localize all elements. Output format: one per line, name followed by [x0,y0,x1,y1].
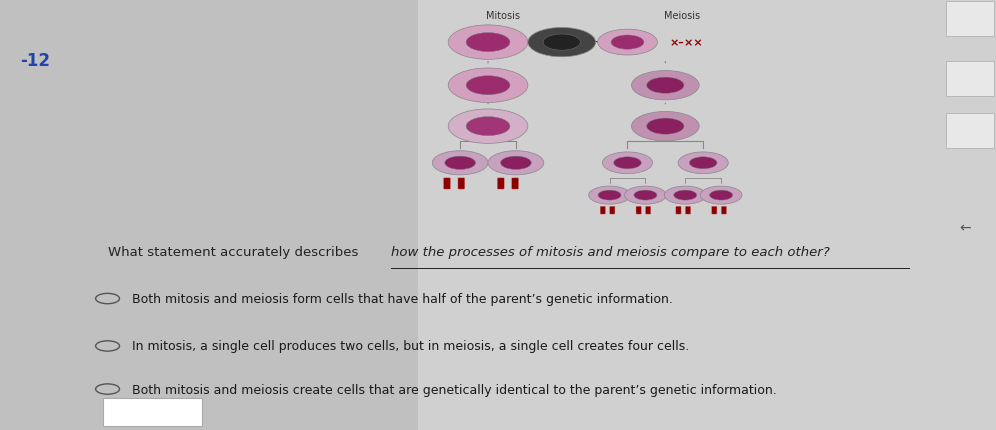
FancyBboxPatch shape [497,178,504,190]
Circle shape [624,187,666,205]
Circle shape [448,69,528,103]
FancyBboxPatch shape [946,2,994,37]
Circle shape [543,35,581,51]
Circle shape [501,157,531,170]
Circle shape [488,151,544,175]
Text: ⨯–⨯⨯: ⨯–⨯⨯ [669,38,703,48]
Text: how the processes of mitosis and meiosis compare to each other?: how the processes of mitosis and meiosis… [391,245,831,258]
FancyBboxPatch shape [443,178,450,190]
Text: Meiosis: Meiosis [664,11,700,21]
FancyBboxPatch shape [601,207,606,215]
Text: In mitosis, a single cell produces two cells, but in meiosis, a single cell crea: In mitosis, a single cell produces two c… [132,340,689,353]
Circle shape [709,190,733,201]
Circle shape [678,153,728,174]
FancyBboxPatch shape [685,207,690,215]
Text: Both mitosis and meiosis create cells that are genetically identical to the pare: Both mitosis and meiosis create cells th… [132,383,777,396]
Circle shape [598,190,622,201]
Circle shape [445,157,475,170]
Text: -12: -12 [20,52,50,70]
FancyBboxPatch shape [512,178,519,190]
Text: ◄ Previous: ◄ Previous [122,405,183,418]
Circle shape [664,187,706,205]
Circle shape [646,78,684,94]
Circle shape [689,157,717,169]
FancyBboxPatch shape [0,0,418,430]
FancyBboxPatch shape [636,207,641,215]
Circle shape [448,110,528,144]
Circle shape [466,77,510,95]
FancyBboxPatch shape [418,0,996,430]
Circle shape [673,190,697,201]
Text: Both mitosis and meiosis form cells that have half of the parent’s genetic infor: Both mitosis and meiosis form cells that… [132,292,673,305]
FancyBboxPatch shape [946,62,994,97]
Text: What statement accurately describes: What statement accurately describes [108,245,363,258]
Circle shape [614,157,641,169]
Circle shape [631,112,699,141]
Text: –: – [530,36,536,50]
Circle shape [448,26,528,60]
Circle shape [603,153,652,174]
FancyBboxPatch shape [458,178,465,190]
Circle shape [646,119,684,135]
Circle shape [432,151,488,175]
FancyBboxPatch shape [610,207,615,215]
Circle shape [466,34,510,52]
FancyBboxPatch shape [721,207,726,215]
FancyBboxPatch shape [946,114,994,148]
Circle shape [528,28,596,58]
Circle shape [589,187,630,205]
Circle shape [612,36,644,50]
Circle shape [598,30,657,56]
Circle shape [633,190,657,201]
FancyBboxPatch shape [712,207,717,215]
FancyBboxPatch shape [645,207,650,215]
Text: Mitosis: Mitosis [486,11,520,21]
Text: ←: ← [959,221,971,235]
Circle shape [466,117,510,136]
Circle shape [700,187,742,205]
FancyBboxPatch shape [103,398,202,426]
Circle shape [631,71,699,101]
Text: –: – [595,36,601,50]
FancyBboxPatch shape [676,207,681,215]
